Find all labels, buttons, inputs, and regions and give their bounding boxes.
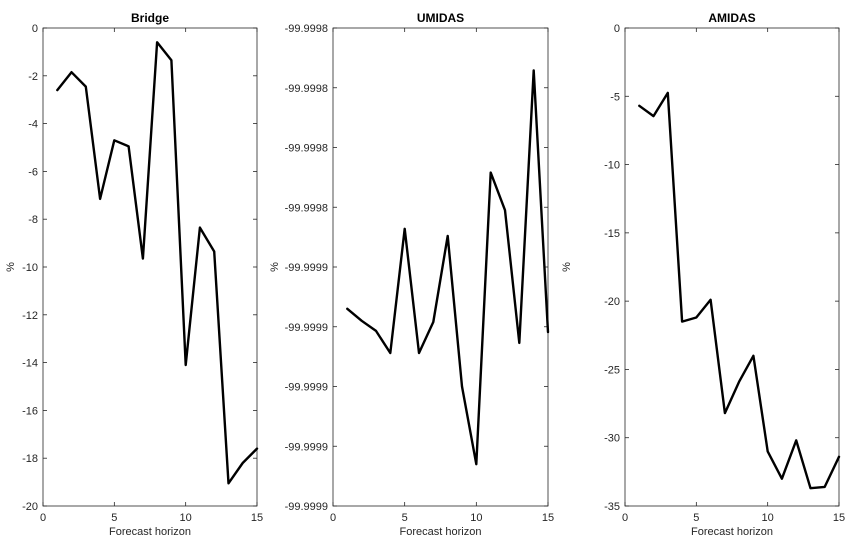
series-line — [346, 69, 550, 466]
y-tick-label: 0 — [32, 23, 38, 35]
y-tick-label: -99.9999 — [285, 322, 328, 334]
y-axis-label: % — [561, 262, 573, 272]
y-tick-label: -8 — [28, 214, 38, 226]
panel-1: 0 5 10 15-20-18-16-14-12-10-8-6-4-20BridgeF… — [5, 11, 263, 537]
y-tick-label: -15 — [604, 228, 620, 240]
y-tick-label: -14 — [22, 358, 38, 370]
y-tick-label: -2 — [28, 71, 38, 83]
y-tick-label: -20 — [22, 501, 38, 513]
y-tick-label: -99.9999 — [285, 382, 328, 394]
x-axis-label: Forecast horizon — [691, 526, 773, 537]
plot-frame — [624, 27, 840, 507]
x-tick-label: 5 — [693, 512, 699, 524]
panel-3: 0 5 10 15 -35 -30 -25 -20 -15 -10 -5 0 AMIDAS Forecas… — [561, 11, 845, 537]
y-tick-label: -10 — [22, 262, 38, 274]
y-tick-label: -99.9999 — [285, 501, 328, 513]
y-tick-label: -10 — [604, 160, 620, 172]
y-tick-label: -4 — [28, 119, 38, 131]
x-tick-label: 0 — [622, 512, 628, 524]
y-tick-label: -5 — [610, 91, 620, 103]
x-tick-label: 15 — [251, 512, 263, 524]
y-tick-label: -6 — [28, 166, 38, 178]
y-tick-label: 0 — [614, 23, 620, 35]
y-tick-label: -18 — [22, 453, 38, 465]
chart-title: UMIDAS — [417, 11, 464, 25]
plot-frame — [332, 27, 549, 507]
x-tick-label: 15 — [542, 512, 554, 524]
y-tick-label: -35 — [604, 501, 620, 513]
series-line — [56, 41, 259, 485]
y-tick-label: -12 — [22, 310, 38, 322]
y-tick-label: -99.9998 — [285, 83, 328, 95]
y-tick-label: -25 — [604, 364, 620, 376]
y-axis-label: % — [5, 262, 17, 272]
x-tick-label: 5 — [402, 512, 408, 524]
y-tick-label: -30 — [604, 433, 620, 445]
x-tick-label: 10 — [180, 512, 192, 524]
y-tick-label: -99.9999 — [285, 441, 328, 453]
x-tick-label: 15 — [833, 512, 845, 524]
y-tick-label: -20 — [604, 296, 620, 308]
x-tick-label: 0 — [40, 512, 46, 524]
panel-2: 0 5 10 15 -99.9999 -99.9999 -99.9999 -99.9999 -9… — [269, 11, 554, 537]
y-axis-label: % — [269, 262, 281, 272]
x-tick-label: 10 — [470, 512, 482, 524]
chart-title: AMIDAS — [708, 11, 755, 25]
y-tick-label: -99.9999 — [285, 262, 328, 274]
y-tick-label: -99.9998 — [285, 23, 328, 35]
x-tick-label: 5 — [111, 512, 117, 524]
x-axis-label: Forecast horizon — [109, 526, 191, 537]
x-tick-label: 10 — [762, 512, 774, 524]
chart-title: Bridge — [131, 11, 169, 25]
y-tick-label: -99.9998 — [285, 202, 328, 214]
series-line — [638, 91, 841, 490]
x-axis-label: Forecast horizon — [400, 526, 482, 537]
x-tick-label: 0 — [330, 512, 336, 524]
y-tick-label: -99.9998 — [285, 143, 328, 155]
y-tick-label: -16 — [22, 405, 38, 417]
